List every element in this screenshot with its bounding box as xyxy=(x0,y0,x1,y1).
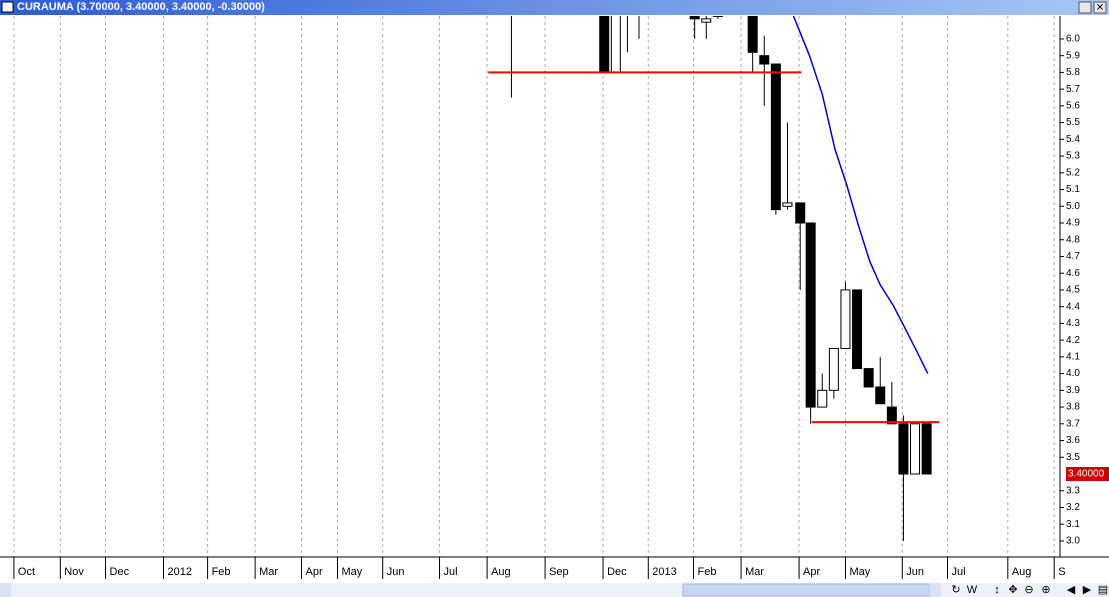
candle-body xyxy=(863,368,874,388)
tool-zoom-in[interactable]: ⊕ xyxy=(1041,584,1050,596)
candle-body xyxy=(770,63,781,211)
x-tick-label: Jul xyxy=(444,566,458,578)
candle-body xyxy=(782,202,793,207)
y-tick-label: 6.0 xyxy=(1066,34,1080,45)
y-tick-label: 3.7 xyxy=(1066,418,1080,429)
x-tick-label: Jun xyxy=(387,566,405,578)
tool-cycle[interactable]: ↻ xyxy=(951,584,960,596)
tool-menu[interactable]: ▤ xyxy=(1098,584,1108,596)
moving-average-line xyxy=(792,16,929,374)
tool-week[interactable]: W xyxy=(967,584,978,596)
x-tick-label: Oct xyxy=(18,566,35,578)
close-button[interactable] xyxy=(1093,1,1107,14)
x-tick-label: Dec xyxy=(110,566,130,578)
x-tick-label: May xyxy=(849,566,870,578)
y-tick-label: 3.0 xyxy=(1066,536,1080,547)
x-tick-label: Jun xyxy=(906,566,924,578)
scrollbar[interactable] xyxy=(0,583,1109,597)
tool-next[interactable]: ▶ xyxy=(1083,584,1092,596)
x-tick-label: Apr xyxy=(803,566,820,578)
y-tick-label: 3.2 xyxy=(1066,502,1080,513)
candle-body xyxy=(795,202,806,224)
y-tick-label: 5.7 xyxy=(1066,84,1080,95)
candle-body xyxy=(689,16,700,20)
candle-body xyxy=(910,423,921,475)
candle-body xyxy=(817,389,828,408)
y-tick-label: 4.4 xyxy=(1066,301,1080,312)
window-icon[interactable] xyxy=(1,1,14,13)
x-tick-label: Apr xyxy=(306,566,323,578)
y-tick-label: 4.5 xyxy=(1066,285,1080,296)
plot-area xyxy=(13,16,1055,557)
restore-button[interactable] xyxy=(1078,1,1092,14)
y-tick-label: 5.5 xyxy=(1066,117,1080,128)
candle-body xyxy=(886,406,897,425)
candle-body xyxy=(875,386,886,405)
x-tick-label: Mar xyxy=(259,566,278,578)
x-tick-label: Feb xyxy=(212,566,231,578)
candle-body xyxy=(840,289,851,349)
y-tick-label: 3.9 xyxy=(1066,385,1080,396)
candle-body xyxy=(610,16,621,73)
last-price-label: 3.40000 xyxy=(1068,469,1105,480)
x-tick-label: 2013 xyxy=(652,566,676,578)
tool-prev[interactable]: ◀ xyxy=(1067,584,1076,596)
x-tick-label: Dec xyxy=(607,566,627,578)
y-tick-label: 3.3 xyxy=(1066,485,1080,496)
y-tick-label: 5.4 xyxy=(1066,134,1080,145)
x-tick-label: Mar xyxy=(745,566,764,578)
last-price-box xyxy=(1066,467,1109,482)
x-tick-label: 2012 xyxy=(168,566,192,578)
y-tick-label: 4.7 xyxy=(1066,251,1080,262)
y-tick-label: 5.1 xyxy=(1066,184,1080,195)
candle-body xyxy=(921,423,932,475)
x-tick-label: Aug xyxy=(491,566,511,578)
scroll-thumb[interactable] xyxy=(682,583,941,597)
candle-body xyxy=(759,55,770,65)
y-tick-label: 3.6 xyxy=(1066,435,1080,446)
title-bar xyxy=(0,0,1109,15)
y-tick-label: 4.2 xyxy=(1066,335,1080,346)
y-tick-label: 4.0 xyxy=(1066,368,1080,379)
y-tick-label: 5.8 xyxy=(1066,67,1080,78)
y-tick-label: 5.6 xyxy=(1066,101,1080,112)
close-glyph: ✕ xyxy=(1096,3,1104,14)
candle-body xyxy=(852,289,863,370)
window-title: CURAUMA (3.70000, 3.40000, 3.40000, -0.3… xyxy=(17,1,265,13)
x-tick-label: Aug xyxy=(1012,566,1032,578)
x-tick-label: Jul xyxy=(952,566,966,578)
candle-body xyxy=(898,423,909,475)
y-tick-label: 4.3 xyxy=(1066,318,1080,329)
y-tick-label: 4.6 xyxy=(1066,268,1080,279)
tool-zoom-out[interactable]: ⊖ xyxy=(1024,584,1033,596)
x-tick-label: S xyxy=(1058,566,1065,578)
y-tick-label: 5.0 xyxy=(1066,201,1080,212)
y-tick-label: 3.8 xyxy=(1066,402,1080,413)
y-tick-label: 3.5 xyxy=(1066,452,1080,463)
y-tick-label: 5.2 xyxy=(1066,167,1080,178)
tool-move[interactable]: ✥ xyxy=(1008,584,1017,596)
x-tick-label: Feb xyxy=(698,566,717,578)
tool-move-vertical[interactable]: ↕ xyxy=(994,584,1000,596)
y-tick-label: 4.9 xyxy=(1066,218,1080,229)
scroll-right[interactable] xyxy=(930,583,941,597)
x-tick-label: Nov xyxy=(64,566,84,578)
candle-body xyxy=(747,16,758,53)
y-tick-label: 3.1 xyxy=(1066,519,1080,530)
candle-body xyxy=(828,347,839,391)
candle-body xyxy=(712,16,723,17)
y-tick-label: 5.9 xyxy=(1066,50,1080,61)
x-tick-label: May xyxy=(341,566,362,578)
candle-body xyxy=(701,18,712,23)
y-tick-label: 5.3 xyxy=(1066,151,1080,162)
scroll-left[interactable] xyxy=(0,583,11,597)
x-tick-label: Sep xyxy=(549,566,569,578)
y-tick-label: 4.1 xyxy=(1066,352,1080,363)
candle-body xyxy=(805,222,816,408)
y-tick-label: 4.8 xyxy=(1066,234,1080,245)
